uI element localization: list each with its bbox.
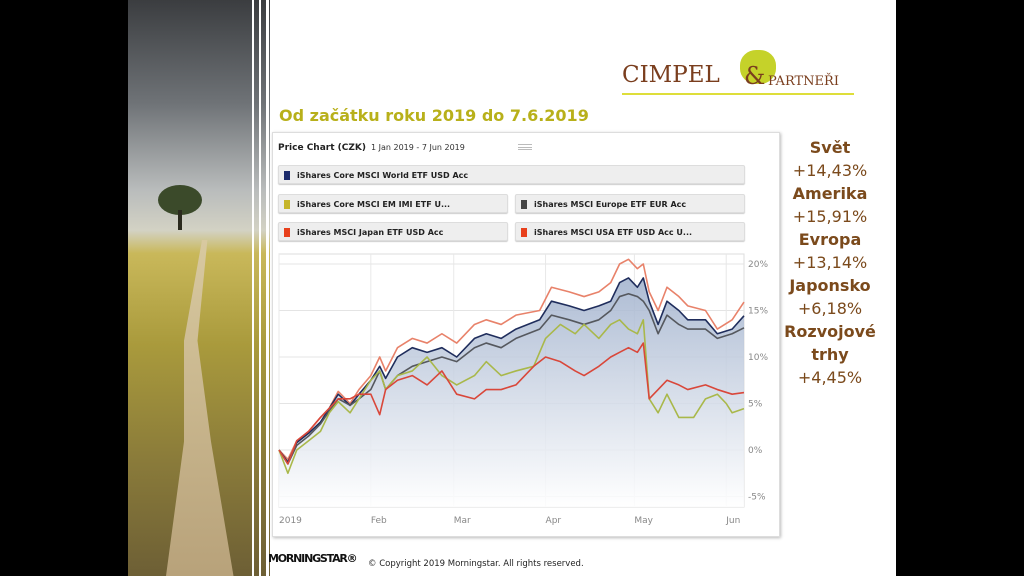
decor-line — [266, 0, 269, 576]
y-tick-label: 0% — [748, 446, 763, 456]
dirt-path — [166, 240, 234, 576]
legend-label: iShares Core MSCI World ETF USD Acc — [297, 171, 469, 180]
stat-emerging: Rozvojové trhy +4,45% — [780, 320, 880, 389]
logo-underline — [622, 93, 854, 95]
logo-name: CIMPEL — [622, 62, 720, 88]
chart-header: Price Chart (CZK) 1 Jan 2019 - 7 Jun 2019 — [278, 143, 465, 153]
series-line-usa — [278, 258, 745, 461]
stat-value: +4,45% — [797, 368, 863, 387]
legend-label: iShares MSCI USA ETF USD Acc U... — [534, 228, 693, 237]
legend-swatch — [521, 200, 527, 209]
series-line-em — [278, 319, 745, 475]
logo-tree-icon — [740, 50, 776, 84]
legend-swatch — [284, 228, 290, 237]
y-tick-label: 5% — [748, 400, 763, 410]
x-tick-label: Jun — [725, 516, 740, 526]
y-tick-label: 15% — [748, 307, 768, 317]
stat-japan: Japonsko +6,18% — [780, 274, 880, 320]
legend-label: iShares MSCI Europe ETF EUR Acc — [534, 200, 687, 209]
legend-item-europe[interactable]: iShares MSCI Europe ETF EUR Acc — [515, 194, 745, 213]
chart-title: Price Chart (CZK) — [278, 143, 366, 153]
legend-item-em[interactable]: iShares Core MSCI EM IMI ETF U... — [278, 194, 508, 213]
legend-label: iShares MSCI Japan ETF USD Acc — [297, 228, 444, 237]
legend-item-japan[interactable]: iShares MSCI Japan ETF USD Acc — [278, 222, 508, 241]
stat-value: +13,14% — [792, 253, 868, 272]
logo-partner: PARTNEŘI — [768, 74, 839, 89]
company-logo: CIMPEL & PARTNEŘI — [622, 50, 854, 98]
series-line-world — [278, 277, 745, 463]
slide-title: Od začátku roku 2019 do 7.6.2019 — [279, 106, 589, 125]
returns-summary: Svět +14,43% Amerika +15,91% Evropa +13,14%… — [780, 136, 880, 389]
legend-item-world[interactable]: iShares Core MSCI World ETF USD Acc — [278, 165, 745, 184]
morningstar-logo: MORNINGSTAR® — [268, 552, 358, 565]
y-tick-label: -5% — [748, 493, 766, 503]
x-tick-label: Mar — [454, 516, 471, 526]
chart-date-range: 1 Jan 2019 - 7 Jun 2019 — [370, 143, 465, 152]
stat-value: +6,18% — [797, 299, 863, 318]
x-tick-label: Apr — [546, 516, 562, 526]
legend-swatch — [284, 171, 290, 180]
stat-label: Rozvojové trhy — [784, 322, 876, 364]
x-tick-label: 2019 — [279, 516, 302, 526]
y-tick-label: 20% — [748, 260, 768, 270]
x-tick-label: Feb — [371, 516, 387, 526]
legend-swatch — [521, 228, 527, 237]
decor-line — [259, 0, 261, 576]
tree-trunk — [178, 210, 182, 230]
legend-label: iShares Core MSCI EM IMI ETF U... — [297, 200, 451, 209]
field-path-photo — [128, 0, 270, 576]
stat-value: +15,91% — [792, 207, 868, 226]
legend-item-usa[interactable]: iShares MSCI USA ETF USD Acc U... — [515, 222, 745, 241]
stat-value: +14,43% — [792, 161, 868, 180]
series-line-europe — [278, 292, 745, 465]
x-tick-label: May — [634, 516, 653, 526]
logo-ampersand: & — [744, 62, 766, 90]
stat-label: Evropa — [798, 230, 862, 249]
world-area-fill — [279, 277, 744, 507]
stat-label: Svět — [809, 138, 851, 157]
stat-europe: Evropa +13,14% — [780, 228, 880, 274]
stat-label: Japonsko — [789, 276, 871, 295]
stat-label: Amerika — [792, 184, 868, 203]
copyright-text: © Copyright 2019 Morningstar. All rights… — [368, 559, 584, 569]
stat-america: Amerika +15,91% — [780, 182, 880, 228]
legend-swatch — [284, 200, 290, 209]
hamburger-icon[interactable] — [518, 144, 532, 150]
series-line-japan — [278, 342, 745, 465]
price-chart: 20% 15% 10% 5% 0% -5% 2019 Feb Mar Apr May Jun — [278, 253, 768, 526]
y-tick-label: 10% — [748, 353, 768, 363]
stat-world: Svět +14,43% — [780, 136, 880, 182]
decor-line — [252, 0, 254, 576]
